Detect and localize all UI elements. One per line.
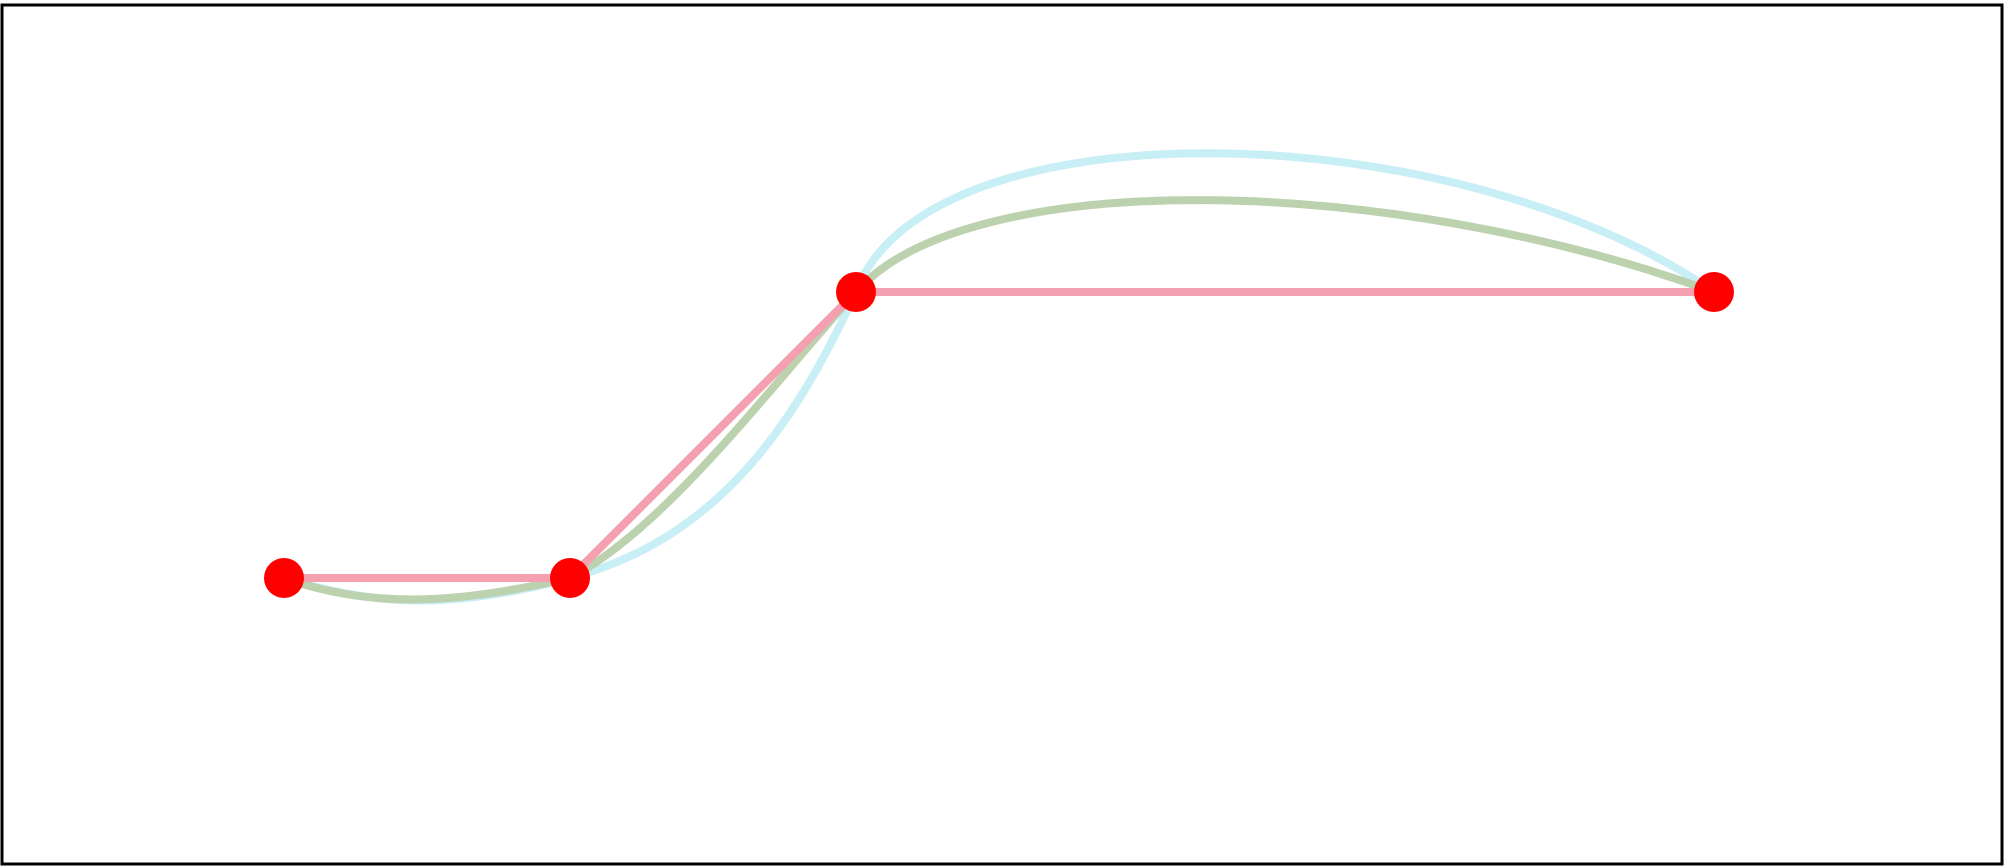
control-point-1[interactable] xyxy=(264,558,304,598)
linear-line xyxy=(280,288,1718,582)
curve-layer xyxy=(280,149,1718,605)
control-point-2[interactable] xyxy=(550,558,590,598)
control-point-4[interactable] xyxy=(1694,272,1734,312)
control-point-3[interactable] xyxy=(836,272,876,312)
curve-a-line xyxy=(280,196,1718,604)
control-point-layer xyxy=(264,272,1734,598)
diagram-border xyxy=(0,3,2004,866)
